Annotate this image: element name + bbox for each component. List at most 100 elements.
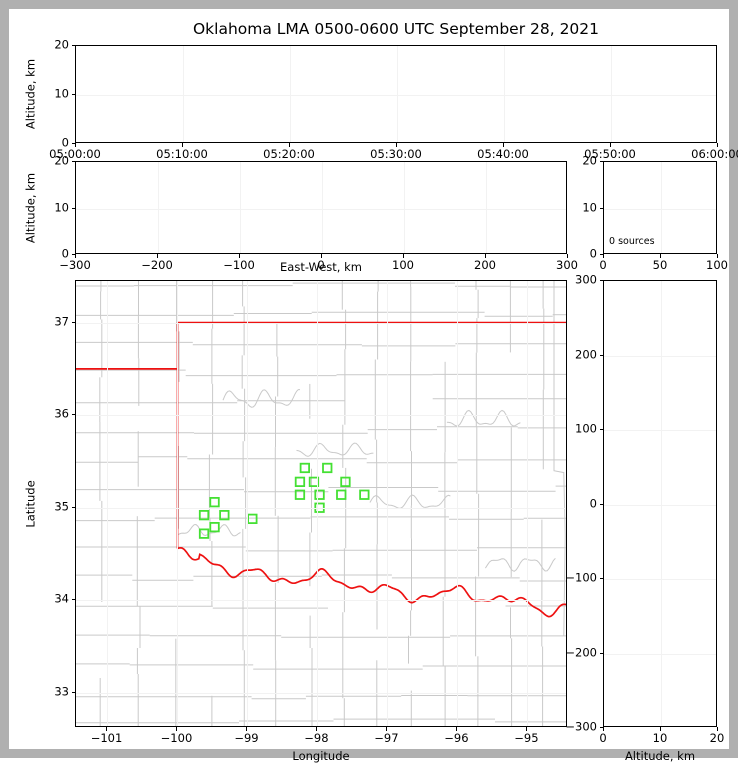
gridline-vertical	[397, 46, 398, 142]
x-tick-mark	[239, 254, 240, 258]
x-tick-mark	[182, 143, 183, 147]
x-tick-label: −100	[223, 258, 255, 272]
x-tick-label: −99	[234, 731, 259, 745]
x-tick-label: 0	[599, 258, 607, 272]
figure-title: Oklahoma LMA 0500-0600 UTC September 28,…	[192, 20, 600, 38]
x-tick-label: 06:00:00	[691, 147, 738, 161]
source-histogram-panel[interactable]: 0 sources	[603, 161, 717, 254]
gridline-horizontal	[76, 322, 566, 324]
x-tick-label: −96	[444, 731, 469, 745]
y-tick-mark	[599, 161, 603, 162]
gridline-vertical	[387, 281, 389, 726]
gridline-vertical	[247, 281, 249, 726]
y-tick-mark	[71, 207, 75, 209]
y-tick-label: 100	[575, 421, 597, 436]
x-tick-label: 05:50:00	[584, 147, 636, 161]
x-tick-label: −300	[59, 258, 91, 272]
x-tick-label: 0	[599, 731, 607, 745]
y-tick-label: 36	[54, 406, 69, 421]
east-west-height-xlabel: East-West, km	[280, 260, 362, 274]
lma-station-marker	[198, 509, 210, 521]
gridline-vertical	[177, 281, 179, 726]
x-tick-label: −98	[304, 731, 329, 745]
east-west-height-ylabel: Altitude, km	[23, 172, 38, 243]
map-xlabel: Longitude	[292, 749, 350, 763]
x-tick-mark	[603, 254, 604, 258]
gridline-vertical	[457, 281, 459, 726]
y-tick-label: 20	[54, 153, 69, 168]
lma-station-marker	[322, 462, 333, 474]
y-tick-label: −300	[565, 719, 597, 734]
y-tick-mark	[599, 280, 603, 281]
source-count-annotation: 0 sources	[609, 235, 655, 247]
y-tick-label: 37	[54, 313, 69, 328]
y-tick-mark	[599, 503, 603, 505]
gridline-vertical	[661, 162, 662, 253]
gridline-horizontal	[604, 504, 716, 506]
x-tick-mark	[106, 727, 108, 731]
x-tick-label: −100	[160, 731, 193, 745]
east-west-height-panel[interactable]	[75, 161, 567, 254]
gridline-vertical	[322, 162, 323, 253]
gridline-vertical	[486, 162, 487, 253]
x-tick-mark	[157, 254, 158, 258]
x-tick-mark	[503, 143, 504, 147]
gridline-vertical	[611, 46, 612, 142]
y-tick-label: 10	[54, 86, 69, 101]
lma-station-marker	[209, 496, 220, 508]
x-tick-mark	[526, 727, 528, 731]
county-river-line	[369, 494, 451, 509]
gridline-vertical	[504, 46, 505, 142]
y-tick-label: 10	[54, 199, 69, 214]
gridline-horizontal	[76, 600, 566, 602]
x-tick-label: −95	[514, 731, 539, 745]
x-tick-mark	[316, 727, 318, 731]
time-height-panel[interactable]	[75, 45, 717, 143]
y-tick-mark	[71, 414, 75, 416]
y-tick-mark	[599, 578, 603, 579]
x-tick-label: 300	[556, 258, 578, 272]
county-river-line	[484, 557, 556, 572]
x-tick-label: 05:10:00	[156, 147, 208, 161]
x-tick-mark	[246, 727, 248, 731]
lma-station-markers	[198, 462, 370, 539]
figure-canvas: Oklahoma LMA 0500-0600 UTC September 28,…	[9, 9, 738, 762]
y-tick-mark	[71, 321, 75, 323]
gridline-horizontal	[604, 430, 716, 431]
y-tick-mark	[71, 599, 75, 601]
gridline-vertical	[107, 281, 109, 726]
lma-station-marker	[219, 509, 230, 521]
x-tick-mark	[660, 727, 661, 731]
y-tick-mark	[71, 94, 75, 95]
x-tick-mark	[610, 143, 611, 147]
gridline-horizontal	[76, 415, 566, 417]
y-tick-label: 0	[61, 246, 69, 261]
x-tick-label: 05:30:00	[370, 147, 422, 161]
gridline-vertical	[183, 46, 184, 142]
y-tick-mark	[599, 727, 603, 728]
gridline-vertical	[527, 281, 529, 726]
y-tick-label: −200	[565, 644, 597, 659]
y-tick-mark	[599, 254, 603, 255]
x-tick-mark	[456, 727, 458, 731]
north-south-height-xlabel: Altitude, km	[624, 749, 696, 763]
y-tick-label: −100	[565, 570, 597, 585]
x-tick-mark	[603, 727, 604, 731]
x-tick-label: −97	[374, 731, 399, 745]
x-tick-mark	[289, 143, 290, 147]
y-tick-label: 20	[582, 153, 597, 168]
x-tick-mark	[717, 727, 718, 731]
lma-station-marker	[314, 489, 325, 500]
lma-station-marker	[340, 476, 351, 488]
oklahoma-state-border	[76, 321, 566, 618]
lma-station-marker	[336, 489, 347, 500]
y-tick-mark	[71, 254, 75, 255]
plan-view-map-panel[interactable]	[75, 280, 567, 727]
gridline-horizontal	[604, 579, 716, 580]
map-graphics	[76, 281, 566, 726]
north-south-height-panel[interactable]	[603, 280, 717, 727]
y-tick-label: 33	[54, 684, 69, 699]
gridline-horizontal	[76, 507, 566, 509]
x-tick-label: 0	[317, 258, 325, 272]
